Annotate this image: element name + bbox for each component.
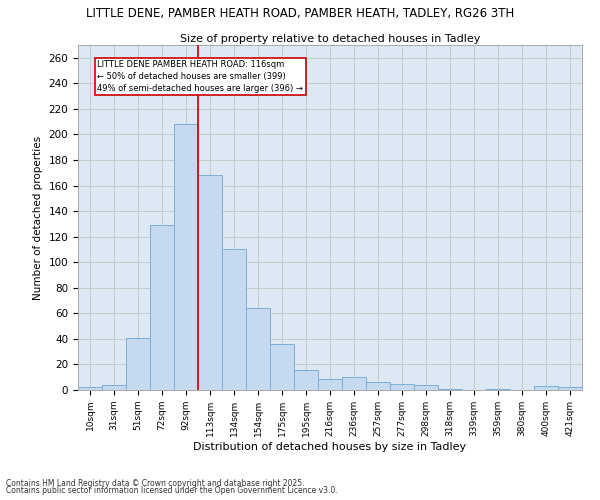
Bar — [486, 388, 510, 390]
Bar — [150, 225, 174, 390]
Bar — [102, 385, 126, 390]
Text: LITTLE DENE PAMBER HEATH ROAD: 116sqm
← 50% of detached houses are smaller (399): LITTLE DENE PAMBER HEATH ROAD: 116sqm ← … — [97, 60, 303, 93]
Bar — [366, 382, 390, 390]
X-axis label: Distribution of detached houses by size in Tadley: Distribution of detached houses by size … — [193, 442, 467, 452]
Bar — [294, 370, 318, 390]
Bar — [126, 338, 150, 390]
Text: Contains public sector information licensed under the Open Government Licence v3: Contains public sector information licen… — [6, 486, 338, 495]
Y-axis label: Number of detached properties: Number of detached properties — [33, 136, 43, 300]
Bar — [318, 378, 342, 390]
Title: Size of property relative to detached houses in Tadley: Size of property relative to detached ho… — [180, 34, 480, 44]
Bar — [558, 388, 582, 390]
Bar — [438, 388, 462, 390]
Bar — [390, 384, 414, 390]
Bar — [342, 377, 366, 390]
Bar — [270, 344, 294, 390]
Text: Contains HM Land Registry data © Crown copyright and database right 2025.: Contains HM Land Registry data © Crown c… — [6, 478, 305, 488]
Bar — [198, 176, 222, 390]
Bar — [534, 386, 558, 390]
Bar — [414, 385, 438, 390]
Text: LITTLE DENE, PAMBER HEATH ROAD, PAMBER HEATH, TADLEY, RG26 3TH: LITTLE DENE, PAMBER HEATH ROAD, PAMBER H… — [86, 8, 514, 20]
Bar — [174, 124, 198, 390]
Bar — [78, 388, 102, 390]
Bar — [246, 308, 270, 390]
Bar — [222, 250, 246, 390]
